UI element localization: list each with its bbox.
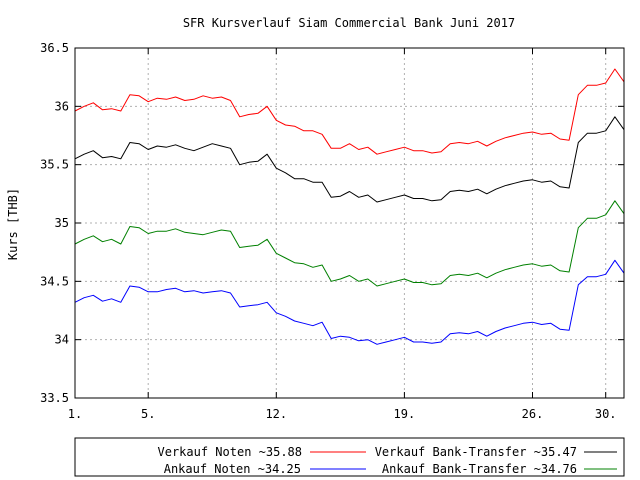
y-tick-label: 36 bbox=[55, 99, 69, 113]
y-tick-label: 35 bbox=[55, 216, 69, 230]
plot-frame bbox=[74, 47, 625, 399]
axes: 33.5 34 34.5 35 35.5 36 36.5 1. 5. 12. 19. 26. 30. bbox=[40, 41, 624, 421]
y-axis-label: Kurs [THB] bbox=[6, 188, 20, 260]
series-line-4 bbox=[74, 200, 625, 287]
legend: Verkauf Noten ~35.88 Verkauf Bank-Transfe… bbox=[74, 437, 625, 477]
legend-box bbox=[74, 437, 625, 477]
legend-label-1: Verkauf Noten ~35.88 bbox=[158, 445, 303, 459]
x-tick-label: 19. bbox=[394, 407, 416, 421]
y-tick-label: 34.5 bbox=[40, 274, 69, 288]
series-line-3 bbox=[74, 259, 625, 345]
legend-label-4: Ankauf Bank-Transfer ~34.76 bbox=[382, 462, 577, 476]
grid bbox=[75, 48, 624, 398]
y-tick-label: 36.5 bbox=[40, 41, 69, 55]
series-lines bbox=[74, 68, 625, 345]
x-tick-label: 12. bbox=[265, 407, 287, 421]
chart-title: SFR Kursverlauf Siam Commercial Bank Jun… bbox=[183, 16, 515, 30]
y-tick-label: 35.5 bbox=[40, 158, 69, 172]
series-line-1 bbox=[74, 68, 625, 155]
x-tick-label: 30. bbox=[595, 407, 617, 421]
x-tick-label: 26. bbox=[522, 407, 544, 421]
x-tick-label: 5. bbox=[141, 407, 155, 421]
x-tick-label: 1. bbox=[68, 407, 82, 421]
series-line-2 bbox=[74, 116, 625, 203]
legend-label-3: Ankauf Noten ~34.25 bbox=[164, 462, 301, 476]
y-tick-label: 34 bbox=[55, 333, 69, 347]
legend-label-2: Verkauf Bank-Transfer ~35.47 bbox=[375, 445, 577, 459]
y-tick-label: 33.5 bbox=[40, 391, 69, 405]
